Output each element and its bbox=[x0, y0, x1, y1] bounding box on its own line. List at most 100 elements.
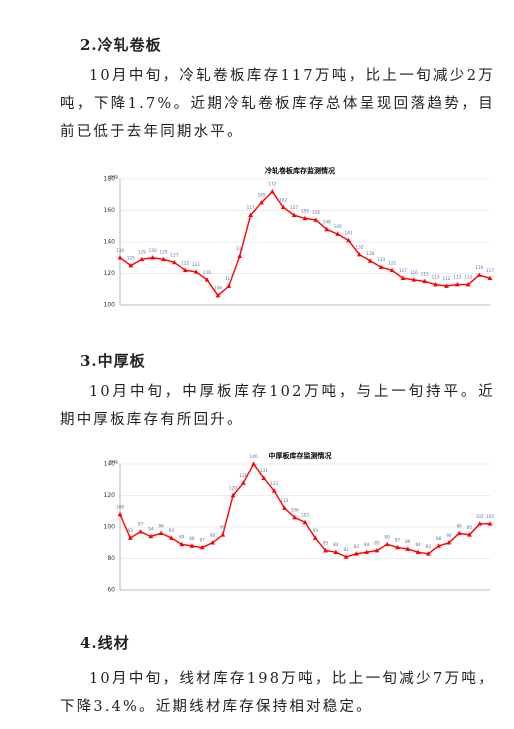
data-label: 87 bbox=[200, 537, 206, 542]
marker bbox=[405, 546, 411, 551]
data-label: 112 bbox=[280, 498, 288, 503]
data-label: 127 bbox=[170, 252, 178, 257]
data-label: 84 bbox=[415, 542, 421, 547]
chart-title: 冷轧卷板库存监测情况 bbox=[265, 166, 335, 175]
marker bbox=[353, 551, 359, 556]
data-label: 140 bbox=[250, 454, 258, 459]
data-label: 86 bbox=[405, 539, 411, 544]
y-tick-label: 180 bbox=[104, 176, 116, 183]
data-label: 102 bbox=[486, 514, 494, 519]
data-label: 128 bbox=[239, 473, 247, 478]
data-label: 81 bbox=[343, 547, 349, 552]
data-label: 116 bbox=[410, 270, 418, 275]
marker bbox=[204, 277, 210, 282]
marker bbox=[422, 278, 428, 284]
y-tick-label: 120 bbox=[104, 270, 116, 277]
marker bbox=[395, 544, 400, 550]
y-tick-label: 120 bbox=[104, 492, 116, 499]
heading: 4.线材 bbox=[80, 634, 130, 652]
data-label: 131 bbox=[236, 246, 244, 251]
chart-title: 中厚板库存监测情况 bbox=[269, 451, 332, 460]
data-label: 97 bbox=[138, 522, 144, 527]
data-label: 106 bbox=[214, 286, 222, 291]
data-label: 130 bbox=[116, 248, 124, 253]
line bbox=[119, 462, 490, 558]
data-label: 93 bbox=[313, 528, 319, 533]
data-label: 112 bbox=[442, 276, 450, 281]
data-label: 128 bbox=[366, 251, 374, 256]
data-label: 113 bbox=[432, 275, 440, 280]
marker bbox=[487, 275, 493, 281]
marker bbox=[313, 217, 319, 222]
marker bbox=[302, 215, 308, 221]
marker bbox=[237, 253, 243, 258]
marker bbox=[199, 544, 205, 550]
marker bbox=[384, 541, 390, 547]
marker bbox=[476, 272, 482, 277]
marker bbox=[346, 237, 351, 243]
data-label: 125 bbox=[127, 256, 135, 261]
marker bbox=[324, 226, 330, 232]
data-label: 94 bbox=[148, 526, 154, 531]
marker bbox=[436, 543, 442, 548]
marker bbox=[411, 277, 417, 282]
marker bbox=[425, 551, 431, 556]
data-label: 90 bbox=[210, 533, 216, 538]
marker bbox=[138, 529, 143, 534]
marker bbox=[230, 492, 236, 498]
data-label: 83 bbox=[426, 544, 432, 549]
data-label: 155 bbox=[301, 208, 309, 213]
data-label: 83 bbox=[354, 544, 360, 549]
heading: 2.冷轧卷板 bbox=[80, 36, 162, 54]
marker bbox=[291, 212, 297, 218]
marker bbox=[302, 519, 308, 525]
marker bbox=[280, 204, 286, 210]
data-label: 123 bbox=[270, 481, 278, 486]
line bbox=[119, 190, 491, 297]
marker bbox=[446, 540, 452, 545]
paragraph: 10月中旬，冷轧卷板库存117万吨，比上一旬减少2万吨，下降1.7%。近期冷轧卷… bbox=[60, 68, 495, 140]
marker bbox=[210, 540, 215, 545]
marker bbox=[282, 505, 287, 510]
data-label: 96 bbox=[456, 523, 462, 528]
marker bbox=[477, 521, 483, 526]
data-label: 122 bbox=[181, 260, 189, 265]
y-tick-label: 80 bbox=[107, 555, 115, 562]
y-unit: 万吨 bbox=[109, 174, 118, 181]
marker bbox=[168, 535, 174, 540]
marker bbox=[456, 530, 462, 536]
marker bbox=[333, 549, 339, 554]
data-label: 129 bbox=[138, 249, 146, 254]
marker bbox=[487, 521, 493, 526]
marker bbox=[269, 189, 275, 194]
marker bbox=[400, 275, 406, 281]
data-label: 117 bbox=[399, 268, 407, 273]
y-unit: 万吨 bbox=[109, 459, 118, 466]
data-label: 93 bbox=[128, 528, 134, 533]
marker bbox=[148, 533, 154, 539]
data-label: 88 bbox=[436, 536, 442, 541]
paragraph: 10月中旬，中厚板库存102万吨，与上一旬持平。近期中厚板库存有所回升。 bbox=[60, 384, 495, 428]
data-label: 141 bbox=[345, 230, 353, 235]
data-label: 88 bbox=[189, 536, 195, 541]
marker bbox=[364, 549, 370, 554]
data-label: 154 bbox=[312, 210, 320, 215]
marker bbox=[292, 514, 298, 520]
marker bbox=[323, 548, 328, 553]
data-label: 85 bbox=[323, 541, 329, 546]
marker bbox=[389, 267, 395, 273]
y-tick-label: 140 bbox=[104, 239, 116, 246]
marker bbox=[248, 212, 253, 218]
marker bbox=[433, 281, 438, 287]
marker bbox=[343, 554, 349, 559]
marker bbox=[374, 548, 380, 553]
marker bbox=[150, 255, 156, 260]
marker bbox=[335, 231, 341, 236]
data-label: 129 bbox=[160, 249, 168, 254]
data-label: 172 bbox=[268, 182, 276, 187]
data-label: 165 bbox=[257, 193, 265, 198]
data-label: 121 bbox=[192, 262, 200, 267]
data-label: 130 bbox=[149, 248, 157, 253]
marker bbox=[182, 267, 188, 273]
